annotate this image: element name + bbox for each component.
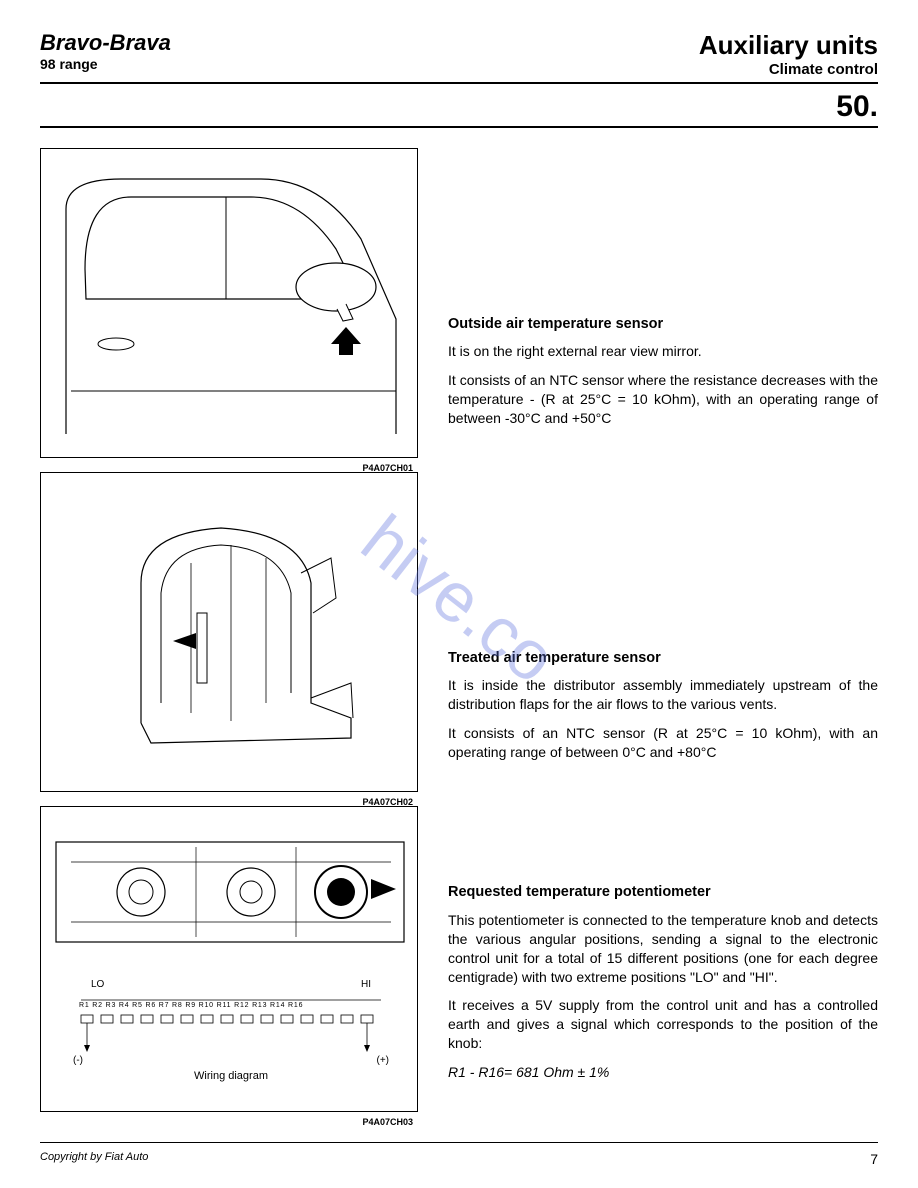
section-1-heading: Outside air temperature sensor (448, 315, 878, 335)
dashboard-illustration (51, 817, 409, 967)
section-2-heading: Treated air temperature sensor (448, 649, 878, 669)
page-content: P4A07CH01 Outside air temperature sensor… (40, 148, 878, 1112)
content-row-3: LO HI (40, 806, 878, 1112)
wiring-caption: Wiring diagram (61, 1070, 401, 1082)
figure-label-3: P4A07CH03 (362, 1117, 413, 1127)
resistor-labels: R1 R2 R3 R4 R5 R6 R7 R8 R9 R10 R11 R12 R… (61, 1002, 401, 1009)
section-2-p1: It is inside the distributor assembly im… (448, 676, 878, 714)
section-number: 50. (836, 90, 878, 123)
manual-title: Bravo-Brava (40, 30, 171, 56)
page-number: 7 (870, 1151, 878, 1167)
manual-range: 98 range (40, 56, 171, 72)
section-title: Auxiliary units (699, 30, 878, 61)
wiring-diagram: LO HI (61, 979, 401, 1099)
figure-outside-sensor: P4A07CH01 (40, 148, 418, 458)
content-row-2: P4A07CH02 Treated air temperature sensor… (40, 472, 878, 792)
section-3-text: Requested temperature potentiometer This… (448, 883, 878, 1112)
wiring-lo-label: LO (91, 979, 104, 990)
copyright-text: Copyright by Fiat Auto (40, 1151, 148, 1167)
figure-treated-sensor: P4A07CH02 (40, 472, 418, 792)
section-3-p2: It receives a 5V supply from the control… (448, 996, 878, 1053)
section-1-text: Outside air temperature sensor It is on … (448, 315, 878, 458)
page-footer: Copyright by Fiat Auto 7 (40, 1142, 878, 1167)
section-1-p2: It consists of an NTC sensor where the r… (448, 371, 878, 428)
section-1-p1: It is on the right external rear view mi… (448, 342, 878, 361)
section-3-p1: This potentiometer is connected to the t… (448, 911, 878, 987)
section-3-formula: R1 - R16= 681 Ohm ± 1% (448, 1063, 878, 1082)
content-row-1: P4A07CH01 Outside air temperature sensor… (40, 148, 878, 458)
page-header: Bravo-Brava 98 range Auxiliary units Cli… (40, 30, 878, 84)
section-3-heading: Requested temperature potentiometer (448, 883, 878, 903)
section-2-p2: It consists of an NTC sensor (R at 25°C … (448, 724, 878, 762)
car-door-illustration (61, 169, 401, 439)
wiring-hi-label: HI (361, 979, 371, 990)
section-2-text: Treated air temperature sensor It is ins… (448, 649, 878, 792)
figure-potentiometer: LO HI (40, 806, 418, 1112)
wiring-minus: (-) (73, 1055, 83, 1066)
distributor-illustration (101, 503, 371, 753)
wiring-plus: (+) (377, 1055, 390, 1066)
subsection-title: Climate control (699, 61, 878, 78)
